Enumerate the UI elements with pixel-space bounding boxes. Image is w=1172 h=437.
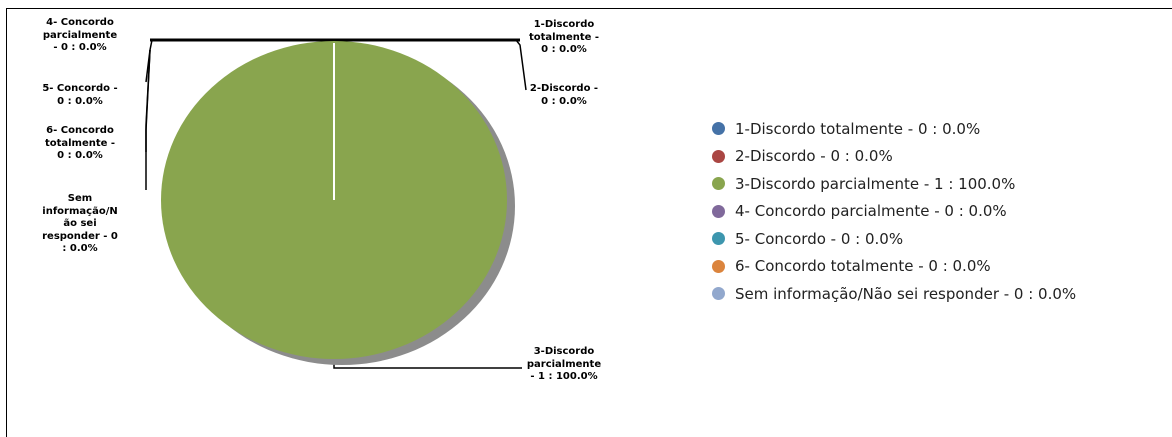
legend-dot-2-discordo: [712, 149, 725, 163]
legend-item[interactable]: 4- Concordo parcialmente - 0 : 0.0%: [712, 198, 1076, 226]
legend-label: 2-Discordo - 0 : 0.0%: [735, 147, 893, 166]
legend-dot-1-discordo-totalmente: [712, 122, 725, 136]
callout-label-2-discordo: 2-Discordo - 0 : 0.0%: [529, 83, 599, 107]
legend-dot-5-concordo: [712, 232, 725, 246]
callout-label-5-concordo: 5- Concordo - 0 : 0.0%: [42, 83, 118, 107]
leader-line-2-discordo: [515, 39, 527, 91]
legend-dot-4-concordo-parcialmente: [712, 204, 725, 218]
pie-slices: [161, 41, 507, 359]
legend-item[interactable]: 1-Discordo totalmente - 0 : 0.0%: [712, 115, 1076, 143]
chart-frame: [6, 8, 1172, 437]
legend-item[interactable]: 3-Discordo parcialmente - 1 : 100.0%: [712, 170, 1076, 198]
callout-label-sem-informacao: Sem informação/N ão sei responder - 0 : …: [42, 193, 118, 254]
callout-label-3-discordo-parcialmente: 3-Discordo parcialmente - 1 : 100.0%: [526, 346, 602, 382]
leader-line-sem-informacao: [145, 49, 151, 190]
legend-item[interactable]: 2-Discordo - 0 : 0.0%: [712, 143, 1076, 171]
legend-item[interactable]: Sem informação/Não sei responder - 0 : 0…: [712, 280, 1076, 308]
legend-label: 1-Discordo totalmente - 0 : 0.0%: [735, 119, 981, 138]
callout-label-4-concordo-parcialmente: 4- Concordo parcialmente - 0 : 0.0%: [42, 17, 118, 53]
legend-dot-6-concordo-totalmente: [712, 259, 725, 273]
legend-label: 3-Discordo parcialmente - 1 : 100.0%: [735, 174, 1016, 193]
legend-label: Sem informação/Não sei responder - 0 : 0…: [735, 284, 1077, 303]
legend-item[interactable]: 5- Concordo - 0 : 0.0%: [712, 225, 1076, 253]
callout-label-1-discordo-totalmente: 1-Discordo totalmente - 0 : 0.0%: [528, 19, 600, 55]
legend: 1-Discordo totalmente - 0 : 0.0% 2-Disco…: [712, 115, 1076, 308]
legend-label: 4- Concordo parcialmente - 0 : 0.0%: [735, 202, 1007, 221]
legend-item[interactable]: 6- Concordo totalmente - 0 : 0.0%: [712, 253, 1076, 281]
legend-label: 6- Concordo totalmente - 0 : 0.0%: [735, 257, 991, 276]
legend-label: 5- Concordo - 0 : 0.0%: [735, 229, 904, 248]
legend-dot-sem-informacao: [712, 287, 725, 301]
legend-dot-3-discordo-parcialmente: [712, 177, 725, 191]
callout-label-6-concordo-totalmente: 6- Concordo totalmente - 0 : 0.0%: [44, 125, 116, 161]
